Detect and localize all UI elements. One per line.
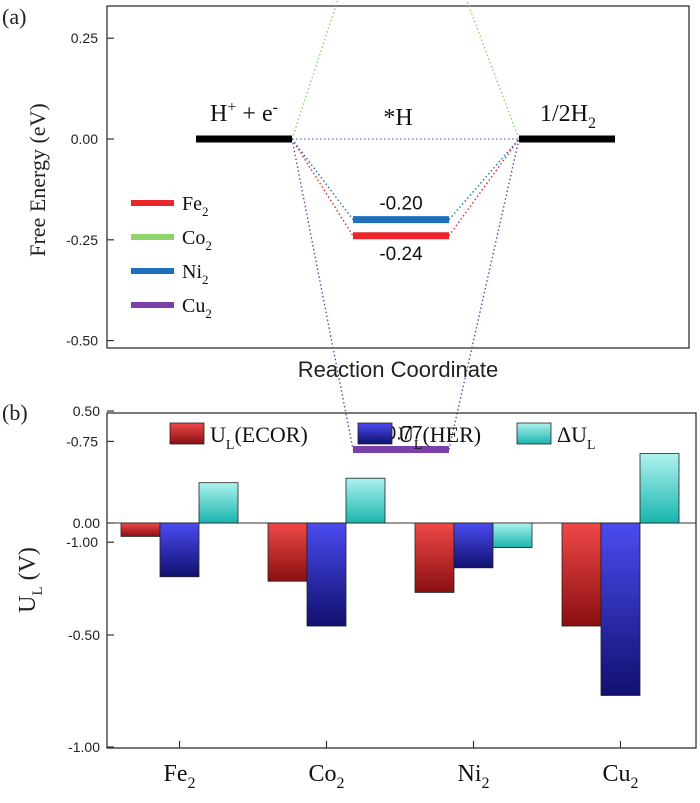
bar-delta-cu [639,453,680,524]
legend-label-ecor: UL(ECOR) [210,422,308,453]
connector-right-co [465,0,520,140]
bar-ecor-cu [561,522,602,627]
panel-b-label: (b) [2,400,28,425]
panel-b-y-tick-label: 0.50 [73,403,100,419]
connector-left-ni [291,138,354,221]
bar-ecor-ni [414,522,455,593]
bar-delta-co [345,477,386,524]
bar-her-cu [600,522,641,696]
panel-b-y-axis-label-main: U [15,596,41,613]
legend-label-cu: Cu2 [182,295,212,321]
legend-swatch-ecor [169,422,205,445]
legend-swatch-her [357,422,393,445]
panel-a-y-tick-label: -0.50 [66,333,98,349]
panel-a-label: (a) [2,4,26,29]
panel-a-y-tick-label: -1.00 [66,534,98,550]
legend-swatch-delta [516,422,552,445]
energy-value-ni: -0.20 [379,194,422,215]
panel-a: (a) 0.50 0.25 0.00 -0.25 -0.50 -0.75 -1.00 H+ … [2,0,690,550]
panel-a-x-axis-label: Reaction Coordinate [298,357,499,382]
connector-left-fe [291,138,354,237]
panel-b-plot-frame [106,412,697,749]
panel-a-plot-frame [106,5,690,349]
bar-ecor-co [267,522,308,582]
bar-her-fe [159,522,200,578]
panel-b-y-tick-label: -0.50 [68,627,100,643]
legend-label-delta: ΔUL [557,422,596,453]
connector-right-ni [448,138,520,221]
energy-value-fe: -0.24 [379,244,423,265]
panel-a-y-axis-label: Free Energy (eV) [25,103,50,257]
panel-b-y-tick-label: 0.00 [73,515,100,531]
legend-label-fe: Fe2 [182,193,209,219]
panel-b: (b) 0.50 0.00 -0.50 -1.00 UL(ECOR) UL(HER) ΔU… [2,400,697,792]
panel-a-y-tick-label: -0.75 [66,433,98,449]
legend-label-her: UL(HER) [398,422,481,453]
bar-delta-ni [492,522,533,549]
category-label-cu: Cu2 [602,761,638,792]
panel-b-y-axis-label-unit: (V) [15,547,41,586]
panel-b-y-axis-label: UL (V) [15,547,46,613]
panel-a-y-tick-label: 0.00 [71,131,98,147]
connector-left-co [291,0,339,140]
category-label-fe: Fe2 [164,761,196,792]
state-label-initial: H+ + e- [210,99,278,127]
bar-her-co [306,522,347,627]
panel-a-y-tick-label: 0.25 [71,30,98,46]
category-label-ni: Ni2 [458,761,490,792]
panel-b-y-axis-label-sub: L [30,586,46,595]
panel-b-y-tick-label: -1.00 [68,739,100,755]
bar-her-ni [453,522,494,569]
legend-label-ni: Ni2 [182,261,209,287]
category-label-co: Co2 [308,761,344,792]
state-label-final: 1/2H2 [540,101,596,132]
bar-ecor-fe [120,522,161,537]
connector-left-cu [291,138,354,450]
bar-delta-fe [198,482,239,524]
connector-right-cu [448,138,520,450]
legend-label-co: Co2 [182,227,212,253]
panel-a-y-tick-label: -0.25 [66,232,98,248]
state-label-intermediate: *H [383,105,412,131]
